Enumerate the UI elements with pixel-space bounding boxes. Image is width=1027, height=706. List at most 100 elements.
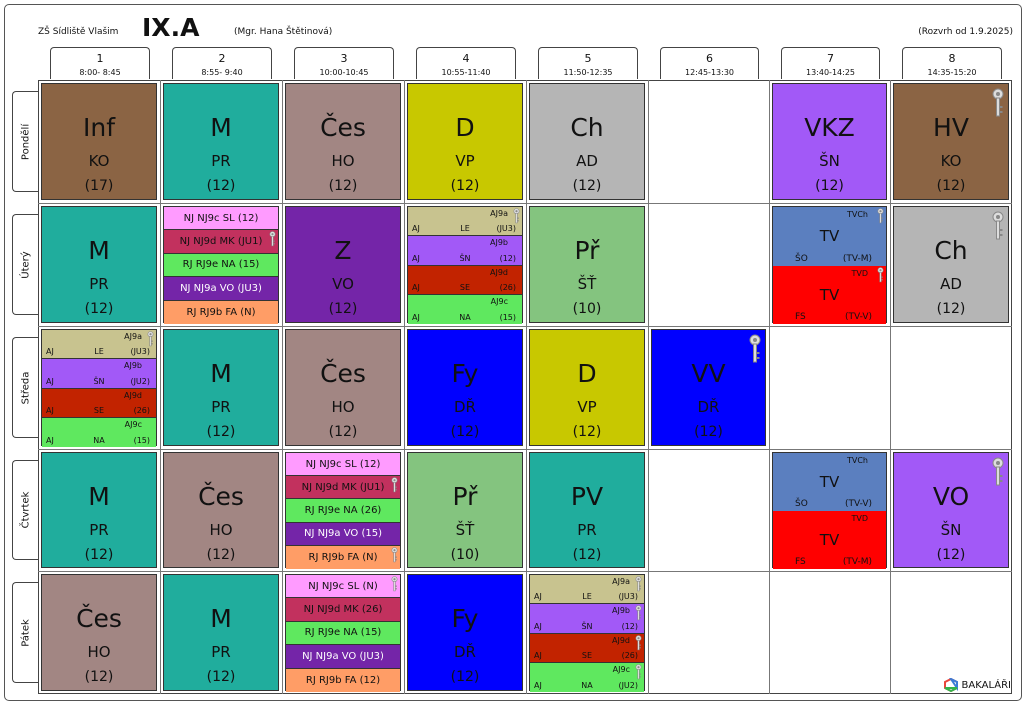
lesson-room: (12) xyxy=(572,547,602,563)
lesson-cell[interactable]: PV PR (12) xyxy=(529,452,645,568)
group-lesson-label: NJ NJ9d MK (26) xyxy=(303,604,383,616)
lesson-teacher: PR xyxy=(89,521,109,539)
lesson-cell[interactable]: M PR (12) xyxy=(41,452,157,568)
group-lesson: NJ NJ9a VO (15) xyxy=(286,522,400,546)
group-lesson-cell[interactable]: AJ9a AJ LE (JU3) AJ9b AJ ŠN (12) AJ9d AJ SE (26) AJ9… xyxy=(407,206,523,324)
group-room: (12) xyxy=(499,253,516,263)
group-lesson: NJ NJ9c SL (12) xyxy=(164,207,278,231)
group-room: (15) xyxy=(133,436,150,445)
lesson-cell[interactable]: Př ŠŤ (10) xyxy=(529,206,645,323)
period-time: 10:55-11:40 xyxy=(441,68,491,77)
key-icon xyxy=(992,88,1004,117)
group-room: (JU3) xyxy=(618,592,638,602)
lesson-cell[interactable]: Čes HO (12) xyxy=(285,83,401,200)
lesson-cell[interactable]: Čes HO (12) xyxy=(285,329,401,446)
group-lesson: TVCh TV ŠO (TV-V) xyxy=(773,453,886,511)
group-name: TVD xyxy=(851,268,868,278)
lesson-cell[interactable]: VKZ ŠN (12) xyxy=(772,83,887,200)
group-teacher: ŠO xyxy=(795,499,808,509)
group-lesson-cell[interactable]: AJ9a AJ LE (JU3) AJ9b AJ ŠN (12) AJ9d AJ SE (26) AJ9… xyxy=(529,574,645,692)
lesson-cell[interactable]: M PR (12) xyxy=(41,206,157,323)
lesson-cell[interactable]: Čes HO (12) xyxy=(163,452,279,568)
day-header: Pondělí xyxy=(12,91,38,192)
day-label: Úterý xyxy=(20,250,31,279)
lesson-room: (12) xyxy=(206,669,236,685)
group-lesson: AJ9a AJ LE (JU3) xyxy=(408,207,522,237)
group-lesson: AJ9c AJ NA (15) xyxy=(408,294,522,324)
group-teacher: ŠO xyxy=(795,253,808,264)
lesson-cell[interactable]: Př ŠŤ (10) xyxy=(407,452,523,568)
grid-line xyxy=(38,203,1012,204)
lesson-subject: Čes xyxy=(198,482,244,511)
timetable-frame xyxy=(4,4,1022,701)
lesson-room: (12) xyxy=(450,424,480,440)
lesson-teacher: VP xyxy=(455,152,475,170)
lesson-teacher: ŠN xyxy=(940,521,962,539)
tv-lesson-cell[interactable]: TVCh TV ŠO (TV-V) TVD TV FS (TV-M) xyxy=(772,452,887,569)
group-lesson: AJ9b AJ ŠN (12) xyxy=(408,236,522,266)
group-teacher: ŠN xyxy=(459,253,471,263)
lesson-cell[interactable]: Z VO (12) xyxy=(285,206,401,323)
group-lesson-label: NJ NJ9c SL (12) xyxy=(183,212,259,224)
lesson-subject: Inf xyxy=(82,113,116,142)
grid-line xyxy=(890,80,891,694)
group-lesson: AJ9d AJ SE (26) xyxy=(42,388,156,418)
lesson-subject: Čes xyxy=(320,359,366,388)
split-lesson-cell[interactable]: NJ NJ9c SL (N) NJ NJ9d MK (26) RJ RJ9e NA … xyxy=(285,574,401,692)
split-lesson-cell[interactable]: NJ NJ9c SL (12) NJ NJ9d MK (JU1) RJ RJ9e N… xyxy=(163,206,279,324)
lesson-teacher: AD xyxy=(576,152,598,170)
grid-line xyxy=(160,80,161,694)
lesson-cell[interactable]: D VP (12) xyxy=(407,83,523,200)
lesson-cell[interactable]: Fy DŘ (12) xyxy=(407,574,523,691)
lesson-cell[interactable]: M PR (12) xyxy=(163,83,279,200)
period-number: 5 xyxy=(584,52,592,65)
lesson-cell[interactable]: D VP (12) xyxy=(529,329,645,446)
tv-lesson-cell[interactable]: TVCh TV ŠO (TV-M) TVD TV FS (TV-V) xyxy=(772,206,887,324)
group-lesson-label: NJ NJ9c SL (N) xyxy=(308,580,378,592)
lesson-cell[interactable]: VV DŘ (12) xyxy=(651,329,766,446)
group-teacher: NA xyxy=(93,436,105,445)
lesson-subject: VKZ xyxy=(804,113,855,142)
lesson-cell[interactable]: VO ŠN (12) xyxy=(893,452,1009,568)
lesson-teacher: VO xyxy=(332,275,354,293)
key-icon xyxy=(635,634,642,650)
lesson-cell[interactable]: Ch AD (12) xyxy=(893,206,1009,323)
lesson-cell[interactable]: M PR (12) xyxy=(163,574,279,691)
group-lesson-cell[interactable]: AJ9a AJ LE (JU3) AJ9b AJ ŠN (JU2) AJ9d AJ SE (26) AJ… xyxy=(41,329,157,447)
group-subject: AJ xyxy=(534,621,542,631)
lesson-cell[interactable]: Inf KO (17) xyxy=(41,83,157,200)
grid-line xyxy=(526,80,527,694)
group-name: AJ9a xyxy=(124,332,142,341)
group-room: (JU2) xyxy=(618,681,638,690)
lesson-teacher: PR xyxy=(577,521,597,539)
group-name: AJ9a xyxy=(490,209,508,218)
key-icon xyxy=(513,208,520,224)
split-lesson-cell[interactable]: NJ NJ9c SL (12) NJ NJ9d MK (JU1) RJ RJ9e N… xyxy=(285,452,401,569)
grid-line xyxy=(648,80,649,694)
group-teacher: NA xyxy=(581,681,593,690)
group-lesson: NJ NJ9c SL (12) xyxy=(286,453,400,477)
lesson-subject: Ch xyxy=(934,236,968,265)
group-lesson: NJ NJ9c SL (N) xyxy=(286,575,400,599)
group-subject: AJ xyxy=(534,592,542,602)
lesson-cell[interactable]: M PR (12) xyxy=(163,329,279,446)
brand-logo: BAKALÁŘI xyxy=(943,678,1011,692)
lesson-cell[interactable]: Ch AD (12) xyxy=(529,83,645,200)
lesson-subject: VV xyxy=(691,359,726,388)
lesson-cell[interactable]: HV KO (12) xyxy=(893,83,1009,200)
key-icon xyxy=(992,211,1004,240)
group-teacher: FS xyxy=(795,557,806,567)
group-subject: AJ xyxy=(46,436,54,445)
lesson-teacher: ŠN xyxy=(819,152,840,170)
lesson-cell[interactable]: Fy DŘ (12) xyxy=(407,329,523,446)
lesson-room: (12) xyxy=(206,547,236,563)
period-header: 2 8:55- 9:40 xyxy=(172,47,272,79)
group-lesson: NJ NJ9d MK (JU1) xyxy=(286,476,400,500)
lesson-cell[interactable]: Čes HO (12) xyxy=(41,574,157,691)
period-header: 8 14:35-15:20 xyxy=(902,47,1002,79)
class-title: IX.A xyxy=(142,13,200,42)
lesson-subject: Čes xyxy=(320,113,366,142)
period-header: 4 10:55-11:40 xyxy=(416,47,516,79)
key-icon xyxy=(147,331,154,347)
day-header: Úterý xyxy=(12,214,38,315)
